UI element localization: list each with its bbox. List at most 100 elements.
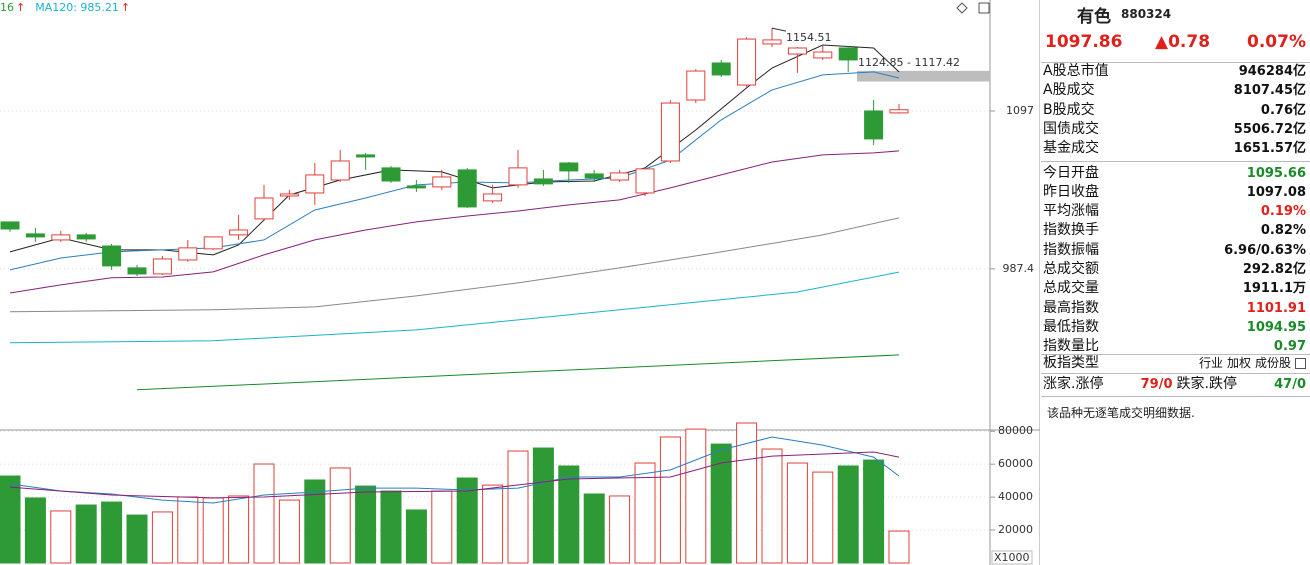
candle-body <box>279 193 299 197</box>
stat-label: 今日开盘 <box>1043 164 1099 181</box>
stat-label: 指数量比 <box>1043 338 1099 355</box>
y-tick-label: 987.4 <box>1003 262 1035 275</box>
volume-bar <box>355 485 377 564</box>
volume-bar <box>228 495 250 564</box>
candle-body <box>813 51 833 59</box>
up-label: 涨家.涨停 <box>1043 376 1104 392</box>
gap-label: 1124.85 - 1117.42 <box>858 56 960 69</box>
candle-body <box>406 185 426 189</box>
ma-line <box>9 217 900 313</box>
board-type-options: 行业 加权 成份股 <box>1199 354 1306 373</box>
volume-bar <box>177 496 199 564</box>
stat-value: 8107.45亿 <box>1233 83 1306 99</box>
ma-line <box>9 436 900 504</box>
separator <box>1041 62 1310 63</box>
stat-row: A股成交 8107.45亿 <box>1043 81 1306 100</box>
stat-label: A股总市值 <box>1043 63 1109 79</box>
diamond-icon[interactable] <box>956 2 968 14</box>
candle-body <box>0 221 20 230</box>
index-name: 有色 <box>1077 7 1111 27</box>
stat-row: 今日开盘 1095.66 <box>1043 164 1306 183</box>
candle-body <box>25 233 45 238</box>
candle-body <box>51 234 71 241</box>
board-type-row: 板指类型 行业 加权 成份股 <box>1043 354 1306 373</box>
index-code: 880324 <box>1121 7 1172 21</box>
separator <box>1041 373 1310 374</box>
stat-row: 最低指数 1094.95 <box>1043 318 1306 337</box>
y-tick-label: 60000 <box>998 457 1033 470</box>
stat-value: 6.96/0.63% <box>1224 242 1306 258</box>
stat-row: 指数量比 0.97 <box>1043 337 1306 356</box>
up-count: 79/0 <box>1140 377 1173 392</box>
candle-body <box>102 245 122 267</box>
volume-bar <box>151 511 173 564</box>
stat-label: 国债成交 <box>1043 120 1099 137</box>
ma-line <box>9 271 900 344</box>
unit-label: X1000 <box>994 551 1030 564</box>
candle-body <box>660 102 680 162</box>
volume-bar <box>482 484 504 564</box>
breadth-row: 涨家.涨停 79/0 跌家.跌停 47/0 <box>1043 375 1306 394</box>
window-icon[interactable] <box>978 2 990 14</box>
volume-bar <box>558 465 580 564</box>
stat-row: B股成交 0.76亿 <box>1043 101 1306 120</box>
stat-label: 昨日收盘 <box>1043 183 1099 200</box>
volume-bar <box>761 448 783 564</box>
separator <box>1041 396 1310 397</box>
y-tick-label: 1097 <box>1006 104 1034 117</box>
stat-value: 1651.57亿 <box>1233 141 1306 157</box>
volume-bar <box>888 530 910 564</box>
high-pointer <box>771 27 787 32</box>
candle-body <box>483 193 503 202</box>
candle-body <box>533 178 553 185</box>
volume-bar <box>710 443 732 564</box>
candle-body <box>305 174 325 194</box>
volume-bar <box>101 501 123 564</box>
candle-body <box>178 247 198 261</box>
stat-value: 5506.72亿 <box>1233 121 1306 137</box>
quote-panel: 有色 880324 1097.86 ▲0.78 0.07% A股总市值 94628… <box>1041 0 1310 565</box>
candle-body <box>254 197 274 220</box>
chart-header: 16 ↑ MA120: 985.21 ↑ <box>0 1 130 14</box>
candle-body <box>203 236 223 250</box>
stat-row: 基金成交 1651.57亿 <box>1043 139 1306 158</box>
candle-body <box>432 176 452 188</box>
volume-bar <box>786 462 808 564</box>
stat-label: 指数换手 <box>1043 222 1099 239</box>
high-label: 1154.51 <box>786 31 832 44</box>
volume-bar <box>532 447 554 564</box>
volume-bar <box>736 422 758 564</box>
arrow: ↑ <box>120 1 131 14</box>
candle-body <box>737 38 757 86</box>
volume-bar <box>75 504 97 564</box>
candle-body <box>457 169 477 208</box>
stat-label: B股成交 <box>1043 101 1095 118</box>
indicator-fragment: 16 <box>0 1 14 14</box>
chart: 1097 987.4 1124.85 - 1117.42 1154.51 20000 40… <box>0 0 1040 565</box>
volume-bar <box>863 459 885 564</box>
stat-row: 国债成交 5506.72亿 <box>1043 120 1306 139</box>
stat-row: A股总市值 946284亿 <box>1043 62 1306 81</box>
down-label: 跌家.跌停 <box>1176 376 1237 392</box>
change-pct: 0.07% <box>1247 32 1306 52</box>
candle-body <box>508 167 528 186</box>
candle-body <box>762 39 782 45</box>
y-tick-label: 20000 <box>998 523 1033 536</box>
stat-value: 1097.08 <box>1246 184 1306 200</box>
candle-body <box>330 160 350 181</box>
stat-row: 指数振幅 6.96/0.63% <box>1043 241 1306 260</box>
ma-line <box>9 71 900 271</box>
separator <box>1041 161 1310 162</box>
volume-bar <box>685 428 707 564</box>
candle-body <box>889 109 909 114</box>
volume-bar <box>380 490 402 564</box>
gap-band <box>857 70 990 82</box>
stat-label: 基金成交 <box>1043 140 1099 157</box>
volume-bar <box>609 495 631 564</box>
y-tick-label: 80000 <box>998 424 1033 437</box>
volume-bar <box>837 465 859 564</box>
volume-bar <box>202 497 224 564</box>
candle-body <box>686 70 706 101</box>
stat-value: 292.82亿 <box>1242 262 1306 277</box>
